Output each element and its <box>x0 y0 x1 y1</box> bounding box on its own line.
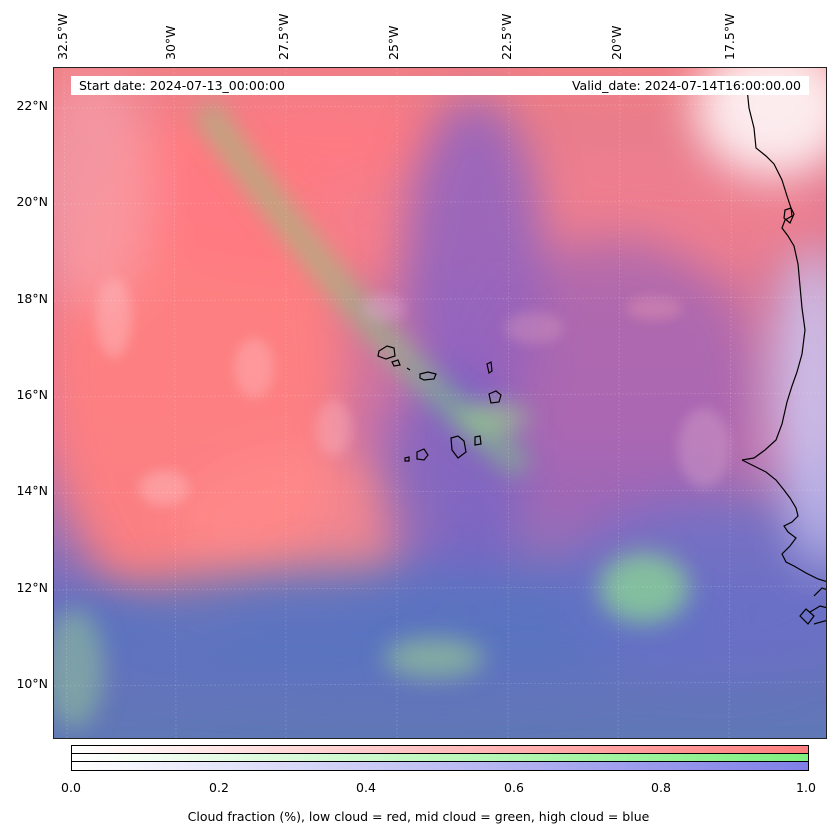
colorbar-tick-0-8: 0.8 <box>651 780 671 795</box>
lon-label-25w: 25°W <box>386 25 401 60</box>
map-canvas <box>54 68 826 738</box>
colorbar <box>71 745 809 771</box>
date-header: Start date: 2024-07-13_00:00:00 Valid_da… <box>71 76 809 95</box>
lon-label-27-5w: 27.5°W <box>276 13 291 60</box>
lat-label-10n: 10°N <box>16 676 48 691</box>
cloud-fraction-map <box>53 67 827 739</box>
cloud-texture <box>96 278 730 506</box>
colorbar-low-cloud-red <box>72 746 808 754</box>
lon-label-17-5w: 17.5°W <box>722 13 737 60</box>
lat-label-22n: 22°N <box>16 98 48 113</box>
colorbar-tick-0-2: 0.2 <box>209 780 229 795</box>
lon-label-20w: 20°W <box>609 25 624 60</box>
graticule <box>54 68 826 738</box>
valid-date: Valid_date: 2024-07-14T16:00:00.00 <box>571 78 801 93</box>
lat-label-18n: 18°N <box>16 291 48 306</box>
cape-verde-islands <box>377 345 502 462</box>
colorbar-tick-0-6: 0.6 <box>504 780 524 795</box>
start-date: Start date: 2024-07-13_00:00:00 <box>79 78 285 93</box>
lon-label-30w: 30°W <box>163 25 178 60</box>
colorbar-high-cloud-blue <box>72 762 808 770</box>
colorbar-tick-1-0: 1.0 <box>796 780 816 795</box>
colorbar-tick-0-0: 0.0 <box>61 780 81 795</box>
colorbar-mid-cloud-green <box>72 754 808 762</box>
lat-label-20n: 20°N <box>16 194 48 209</box>
lon-label-22-5w: 22.5°W <box>499 13 514 60</box>
lon-label-32-5w: 32.5°W <box>55 13 70 60</box>
lat-label-12n: 12°N <box>16 580 48 595</box>
colorbar-caption: Cloud fraction (%), low cloud = red, mid… <box>187 809 650 824</box>
lat-label-14n: 14°N <box>16 483 48 498</box>
colorbar-tick-0-4: 0.4 <box>356 780 376 795</box>
lat-label-16n: 16°N <box>16 387 48 402</box>
africa-coastline <box>741 87 826 625</box>
